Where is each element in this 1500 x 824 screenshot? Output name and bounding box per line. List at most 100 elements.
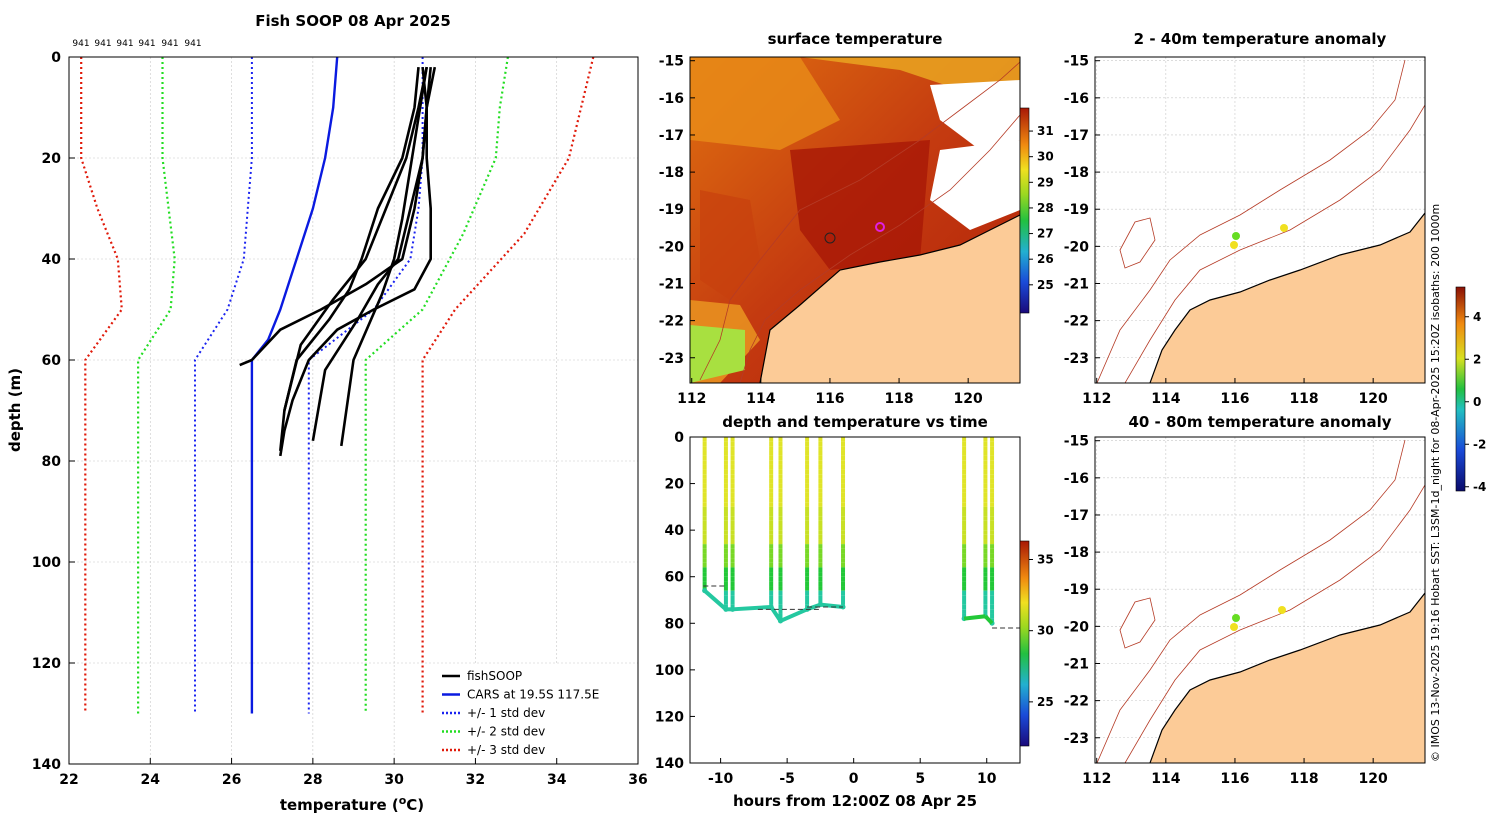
timeseries-x-label: hours from 12:00Z 08 Apr 25 xyxy=(733,792,977,810)
bottom-trace xyxy=(703,589,728,611)
series-line xyxy=(80,57,123,714)
colorbar-tick-label: 35 xyxy=(1037,553,1054,567)
x-tick-label: -5 xyxy=(779,771,795,787)
y-tick-label: 80 xyxy=(42,454,62,470)
anomaly-marker xyxy=(1232,614,1240,622)
x-tick-label: 24 xyxy=(141,772,161,788)
y-tick-label: -18 xyxy=(1064,165,1089,181)
cast-counts: 941 941 941 941 941 941 xyxy=(72,39,201,49)
colorbar-tick-label: 25 xyxy=(1037,695,1054,709)
legend-background xyxy=(436,664,632,758)
y-tick-label: 120 xyxy=(655,709,684,725)
profile-title: Fish SOOP 08 Apr 2025 xyxy=(255,12,451,30)
x-tick-label: 114 xyxy=(1151,771,1180,787)
y-tick-label: -16 xyxy=(1064,471,1089,487)
legend-label: +/- 3 std dev xyxy=(467,743,545,757)
y-tick-label: 0 xyxy=(51,50,61,66)
y-tick-label: -15 xyxy=(1064,434,1089,450)
y-tick-label: -17 xyxy=(659,128,684,144)
x-tick-label: 5 xyxy=(915,771,925,787)
cast-count: 941 xyxy=(184,39,201,49)
legend-label: fishSOOP xyxy=(467,669,522,683)
x-tick-label: 36 xyxy=(628,772,647,788)
colorbar-tick-label: 29 xyxy=(1037,175,1054,189)
x-tick-label: 112 xyxy=(1082,771,1111,787)
sst-map-panel: surface temperature 112 114 116 118 120 -15-… xyxy=(659,30,1054,407)
anomaly-40-80-y-ticks: -15 -16 -17 -18 -19 -20 -21 -22 -23 xyxy=(1064,434,1100,747)
y-tick-label: 40 xyxy=(42,252,62,268)
timeseries-data xyxy=(702,437,1020,629)
x-tick-label: 112 xyxy=(677,391,706,407)
x-tick-label: 32 xyxy=(466,772,485,788)
anomaly-40-80-panel: 40 - 80m temperature anomaly 112 114 116 11… xyxy=(1064,413,1426,787)
x-tick-label: 118 xyxy=(884,391,913,407)
x-tick-label: 22 xyxy=(59,772,78,788)
cast-count: 941 xyxy=(161,39,178,49)
legend-label: CARS at 19.5S 117.5E xyxy=(467,688,599,702)
x-tick-label: 26 xyxy=(222,772,241,788)
y-tick-label: -18 xyxy=(659,165,684,181)
y-tick-label: -17 xyxy=(1064,128,1089,144)
y-tick-label: 40 xyxy=(665,523,685,539)
colorbar-tick-label: -2 xyxy=(1473,437,1486,451)
y-tick-label: -20 xyxy=(659,239,685,255)
y-tick-label: -22 xyxy=(659,314,684,330)
bottom-trace xyxy=(769,605,783,623)
x-tick-label: 28 xyxy=(303,772,322,788)
series-line xyxy=(340,66,428,447)
y-tick-label: -23 xyxy=(1064,351,1089,367)
x-tick-label: 116 xyxy=(1220,391,1249,407)
anomaly-40-80-title: 40 - 80m temperature anomaly xyxy=(1128,413,1391,431)
colorbar-tick-label: 27 xyxy=(1037,227,1054,241)
y-tick-label: 20 xyxy=(42,151,62,167)
y-tick-label: 120 xyxy=(32,656,61,672)
bottom-trace xyxy=(963,614,986,621)
colorbar-tick-label: 0 xyxy=(1473,395,1481,409)
x-tick-label: 114 xyxy=(746,391,775,407)
profile-axes-box xyxy=(68,56,639,765)
sst-map-image xyxy=(690,57,1020,383)
anomaly-marker xyxy=(1230,241,1238,249)
profile-lines xyxy=(80,57,595,714)
bottom-trace xyxy=(779,607,808,623)
cast-count: 941 xyxy=(116,39,133,49)
colorbar-tick-label: 31 xyxy=(1037,124,1054,138)
colorbar-tick-label: 30 xyxy=(1037,624,1054,638)
y-tick-label: 20 xyxy=(665,477,685,493)
y-tick-label: -20 xyxy=(1064,619,1090,635)
profile-panel: Fish SOOP 08 Apr 2025 941 941 941 941 94… xyxy=(6,12,648,814)
y-tick-label: -19 xyxy=(1064,202,1089,218)
y-tick-label: -21 xyxy=(1064,656,1089,672)
series-line xyxy=(283,66,428,411)
anomaly-2-40-y-ticks: -15 -16 -17 -18 -19 -20 -21 -22 -23 xyxy=(1064,54,1100,367)
anomaly-2-40-title: 2 - 40m temperature anomaly xyxy=(1134,30,1387,48)
colorbar-tick-label: -4 xyxy=(1473,480,1486,494)
x-tick-label: 118 xyxy=(1289,771,1318,787)
profile-y-ticks: 0 20 40 60 80 100 120 140 xyxy=(32,50,75,773)
x-tick-label: 120 xyxy=(954,391,983,407)
anomaly-colorbar xyxy=(1455,286,1466,492)
legend-label: +/- 1 std dev xyxy=(467,706,545,720)
colorbar-tick-label: 4 xyxy=(1473,310,1481,324)
anomaly-marker xyxy=(1278,606,1286,614)
y-tick-label: -21 xyxy=(1064,276,1089,292)
timeseries-axes-box xyxy=(689,436,1021,764)
y-tick-label: -17 xyxy=(1064,508,1089,524)
y-tick-label: 100 xyxy=(655,663,684,679)
anomaly-40-80-axes-box xyxy=(1094,436,1426,764)
y-tick-label: -16 xyxy=(659,91,684,107)
y-tick-label: -22 xyxy=(1064,694,1089,710)
sst-x-ticks: 112 114 116 118 120 xyxy=(677,378,983,407)
y-tick-label: -20 xyxy=(1064,239,1090,255)
y-tick-label: -15 xyxy=(1064,54,1089,70)
cast-count: 941 xyxy=(138,39,155,49)
y-tick-label: 140 xyxy=(655,756,684,772)
timeseries-y-ticks: 0 20 40 60 80 100 120 140 xyxy=(655,430,695,772)
x-tick-label: 0 xyxy=(849,771,859,787)
anomaly-40-80-map xyxy=(1096,439,1425,763)
anomaly-marker xyxy=(1230,623,1238,631)
x-tick-label: 30 xyxy=(384,772,404,788)
timeseries-panel: depth and temperature vs time -10 -5 0 5 10 … xyxy=(655,413,1054,810)
timeseries-colorbar-ticks: 35 30 25 xyxy=(1029,553,1054,709)
